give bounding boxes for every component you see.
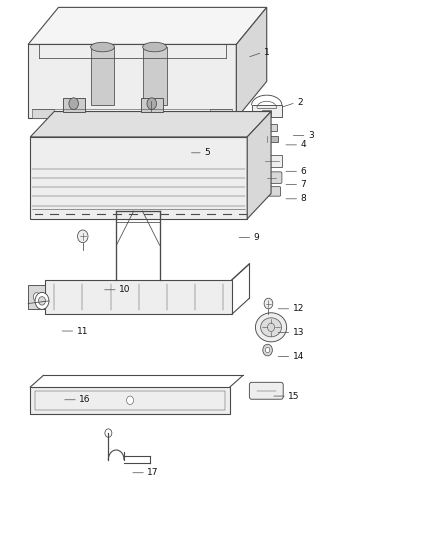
Text: 6: 6 xyxy=(300,167,306,176)
Polygon shape xyxy=(91,47,114,105)
Circle shape xyxy=(264,298,273,309)
Text: 12: 12 xyxy=(293,304,304,313)
Polygon shape xyxy=(143,47,166,105)
Circle shape xyxy=(169,153,173,158)
FancyBboxPatch shape xyxy=(249,382,283,399)
Polygon shape xyxy=(262,110,271,117)
Polygon shape xyxy=(265,136,279,142)
FancyBboxPatch shape xyxy=(262,187,281,196)
Polygon shape xyxy=(210,109,232,118)
Circle shape xyxy=(33,293,40,301)
Text: 11: 11 xyxy=(77,327,88,335)
Text: 1: 1 xyxy=(264,48,269,57)
Text: 8: 8 xyxy=(300,195,306,203)
Polygon shape xyxy=(28,285,46,309)
Polygon shape xyxy=(141,98,162,111)
Polygon shape xyxy=(268,124,277,131)
Polygon shape xyxy=(28,44,237,118)
Circle shape xyxy=(165,145,169,150)
Text: 16: 16 xyxy=(79,395,91,404)
Circle shape xyxy=(162,142,171,153)
Circle shape xyxy=(78,230,88,243)
Polygon shape xyxy=(63,98,85,111)
Circle shape xyxy=(176,152,180,157)
Polygon shape xyxy=(261,156,283,167)
Circle shape xyxy=(179,148,184,153)
Polygon shape xyxy=(251,105,282,117)
Polygon shape xyxy=(237,7,267,118)
Ellipse shape xyxy=(91,42,114,52)
Text: 14: 14 xyxy=(293,352,304,361)
Polygon shape xyxy=(30,387,230,414)
Circle shape xyxy=(35,293,49,309)
Text: 13: 13 xyxy=(293,328,304,337)
Circle shape xyxy=(105,429,112,437)
Text: 2: 2 xyxy=(297,98,303,107)
Polygon shape xyxy=(32,109,54,118)
Circle shape xyxy=(265,348,270,353)
Ellipse shape xyxy=(255,313,287,342)
Text: 5: 5 xyxy=(204,148,210,157)
Circle shape xyxy=(127,396,134,405)
Ellipse shape xyxy=(143,42,166,52)
Circle shape xyxy=(39,297,46,305)
Circle shape xyxy=(171,140,180,150)
Text: 3: 3 xyxy=(308,131,314,140)
Polygon shape xyxy=(30,137,247,219)
Circle shape xyxy=(167,150,176,161)
Circle shape xyxy=(69,98,78,109)
Text: 7: 7 xyxy=(300,180,306,189)
Circle shape xyxy=(173,142,178,148)
Circle shape xyxy=(173,149,182,160)
FancyBboxPatch shape xyxy=(261,172,282,183)
Circle shape xyxy=(177,145,186,156)
Polygon shape xyxy=(247,111,271,219)
Polygon shape xyxy=(28,7,267,44)
Polygon shape xyxy=(30,111,271,137)
Circle shape xyxy=(268,323,275,332)
Text: 4: 4 xyxy=(300,140,306,149)
Ellipse shape xyxy=(261,318,282,337)
Text: 15: 15 xyxy=(288,392,300,401)
Text: 9: 9 xyxy=(254,233,259,242)
Text: 17: 17 xyxy=(148,469,159,477)
Text: 10: 10 xyxy=(119,285,131,294)
Circle shape xyxy=(147,98,156,109)
Polygon shape xyxy=(46,280,232,314)
Circle shape xyxy=(264,158,269,165)
Circle shape xyxy=(263,344,272,356)
